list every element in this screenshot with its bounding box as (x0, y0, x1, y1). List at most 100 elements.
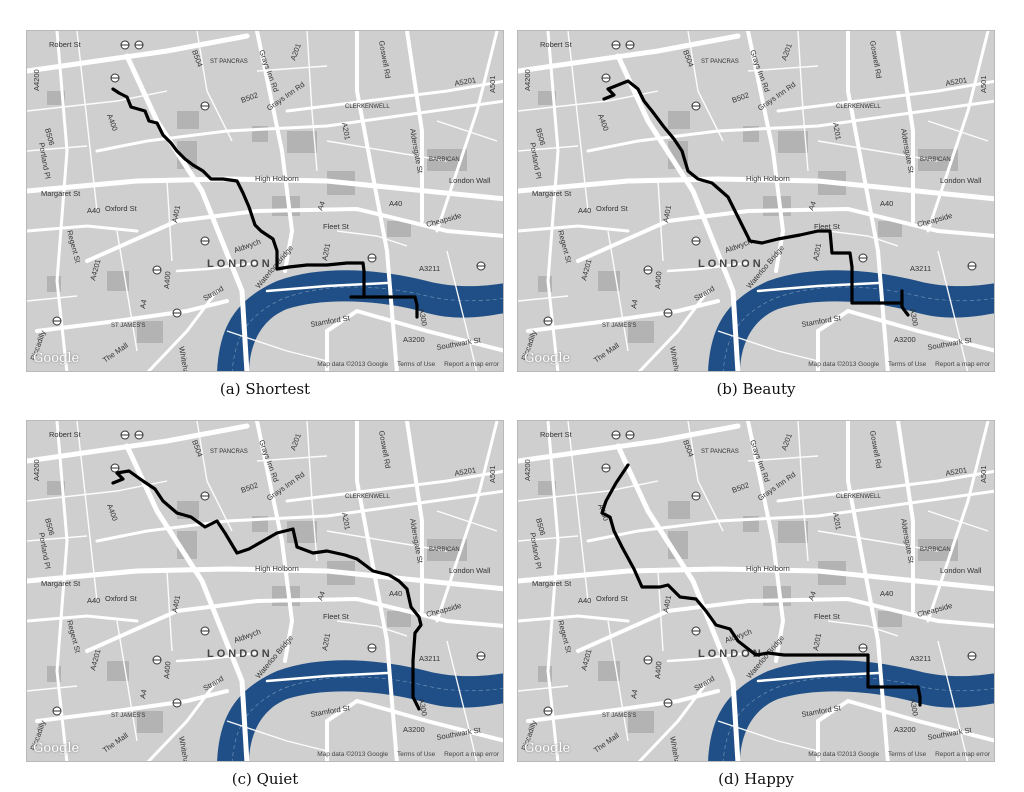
label-road: A401 (170, 205, 182, 224)
label-road: A40 (578, 596, 591, 605)
terms-of-use-link[interactable]: Terms of Use (887, 751, 927, 758)
label-road: A4 (629, 689, 639, 700)
road-network (518, 421, 994, 761)
road-network (518, 31, 994, 371)
map-data-credit: Map data ©2013 Google (808, 751, 880, 758)
label-road: High Holborn (746, 564, 790, 573)
map-frame[interactable]: Robert St A4200 B504 Grays Inn Rd Goswel… (26, 30, 504, 372)
label-road: Robert St (540, 40, 573, 49)
label-road: Oxford St (105, 594, 138, 603)
label-road: A4 (138, 299, 148, 310)
google-logo: Google (524, 741, 571, 756)
map-attribution: Map data ©2013 Google Terms of Use Repor… (310, 361, 499, 368)
label-road: Oxford St (596, 594, 629, 603)
label-road: A401 (170, 595, 182, 614)
map-frame[interactable]: Robert St A4200 B504 Grays Inn Rd Goswel… (26, 420, 504, 762)
label-road: A3200 (403, 335, 425, 344)
label-city: LONDON (698, 648, 764, 660)
label-road: Margaret St (41, 579, 81, 588)
terms-of-use-link[interactable]: Terms of Use (887, 361, 927, 368)
map-canvas[interactable]: Robert St A4200 B504 Grays Inn Rd Goswel… (518, 31, 995, 372)
map-canvas[interactable]: Robert St A4200 B504 Grays Inn Rd Goswel… (27, 31, 504, 372)
label-road: A3211 (419, 654, 440, 663)
route-path (600, 463, 922, 707)
map-panel-quiet: Robert St A4200 B504 Grays Inn Rd Goswel… (26, 420, 504, 788)
label-road: B506 (534, 127, 547, 146)
label-area: CLERKENWELL (345, 494, 390, 500)
label-road: A501 (488, 75, 497, 93)
label-road: A5201 (454, 465, 477, 478)
report-error-link[interactable]: Report a map error (444, 361, 499, 368)
route-path (111, 87, 419, 319)
label-road: A4 (138, 689, 148, 700)
label-road: London Wall (449, 566, 491, 575)
map-attribution: Map data ©2013 Google Terms of Use Repor… (801, 751, 990, 758)
label-road: Robert St (49, 430, 82, 439)
label-road: Oxford St (596, 204, 629, 213)
map-attribution: Map data ©2013 Google Terms of Use Repor… (310, 751, 499, 758)
report-error-link[interactable]: Report a map error (935, 751, 990, 758)
label-road: A5201 (454, 75, 477, 88)
map-canvas[interactable]: Robert St A4200 B504 Grays Inn Rd Goswel… (518, 421, 995, 762)
map-frame[interactable]: Robert St A4200 B504 Grays Inn Rd Goswel… (517, 30, 995, 372)
label-road: A201 (831, 512, 843, 531)
label-road: Fleet St (814, 222, 841, 231)
label-road: A401 (661, 205, 673, 224)
panel-caption: (d) Happy (718, 770, 794, 788)
report-error-link[interactable]: Report a map error (444, 751, 499, 758)
minor-streets (518, 421, 989, 761)
label-road: A501 (488, 465, 497, 483)
minor-streets (27, 421, 498, 761)
label-road: B506 (43, 517, 56, 536)
river-thames (217, 270, 503, 371)
label-road: A5201 (945, 465, 968, 478)
map-panel-shortest: Robert St A4200 B504 Grays Inn Rd Goswel… (26, 30, 504, 398)
label-road: A3200 (894, 725, 916, 734)
label-road: High Holborn (255, 564, 299, 573)
label-road: A201 (831, 122, 843, 141)
map-canvas[interactable]: Robert St A4200 B504 Grays Inn Rd Goswel… (27, 421, 504, 762)
map-panel-beauty: Robert St A4200 B504 Grays Inn Rd Goswel… (517, 30, 995, 398)
minor-streets (27, 31, 498, 371)
label-road: A4 (315, 590, 327, 602)
label-road: A401 (661, 595, 673, 614)
route-path (602, 79, 910, 317)
label-road: A400 (162, 661, 172, 679)
label-road: Robert St (540, 430, 573, 439)
terms-of-use-link[interactable]: Terms of Use (396, 361, 436, 368)
label-road: Fleet St (323, 222, 350, 231)
map-data-credit: Map data ©2013 Google (317, 751, 389, 758)
tube-markers (52, 40, 486, 326)
label-road: London Wall (940, 566, 982, 575)
river-thames (708, 660, 994, 761)
label-road: A3211 (910, 654, 931, 663)
label-road: A201 (320, 243, 332, 262)
label-road: A3200 (403, 725, 425, 734)
label-area: ST PANCRAS (210, 449, 248, 455)
report-error-link[interactable]: Report a map error (935, 361, 990, 368)
tube-markers (543, 430, 977, 716)
map-data-credit: Map data ©2013 Google (808, 361, 880, 368)
panel-caption: (b) Beauty (716, 380, 796, 398)
label-road: A40 (87, 206, 100, 215)
label-road: A3200 (894, 335, 916, 344)
label-road: A201 (340, 122, 352, 141)
label-road: Robert St (49, 40, 82, 49)
label-road: Whitehall (668, 346, 682, 372)
label-road: Margaret St (532, 579, 572, 588)
label-road: Fleet St (323, 612, 350, 621)
label-road: Fleet St (814, 612, 841, 621)
label-road: A4 (806, 200, 818, 212)
label-road: A4200 (32, 69, 41, 91)
label-road: Whitehall (177, 346, 191, 372)
label-road: High Holborn (255, 174, 299, 183)
label-road: A201 (340, 512, 352, 531)
label-road: A4 (629, 299, 639, 310)
label-road: A40 (87, 596, 100, 605)
map-frame[interactable]: Robert St A4200 B504 Grays Inn Rd Goswel… (517, 420, 995, 762)
label-road: London Wall (449, 176, 491, 185)
terms-of-use-link[interactable]: Terms of Use (396, 751, 436, 758)
label-road: Margaret St (532, 189, 572, 198)
label-road: A300 (908, 308, 920, 327)
label-area: ST JAMES'S (111, 323, 145, 329)
